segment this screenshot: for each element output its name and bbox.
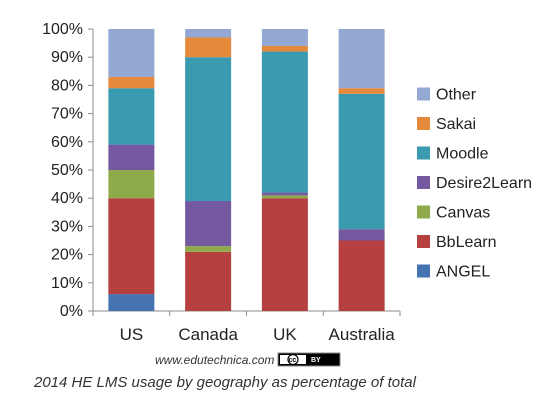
legend-label-sakai: Sakai xyxy=(436,116,476,133)
bar-segment-angel xyxy=(108,294,155,311)
legend-label-angel: ANGEL xyxy=(436,264,490,281)
bar-segment-sakai xyxy=(108,76,155,89)
bar-segment-canvas xyxy=(108,170,155,199)
bar-segment-moodle xyxy=(261,51,308,193)
bar-segment-moodle xyxy=(185,57,232,202)
y-tick-label: 60% xyxy=(51,134,83,151)
license-badge-symbol: cc xyxy=(289,357,297,364)
bar-segment-other xyxy=(185,29,232,38)
legend-swatch-bblearn xyxy=(417,235,430,248)
bar-segment-desire2learn xyxy=(261,192,308,196)
bar-segment-canvas xyxy=(261,195,308,199)
bar-segment-sakai xyxy=(338,88,385,94)
stacked-bar-chart: 0% 10% 20% 30% 40% 50% 60% 70% 80% 90% 100% US Canad… xyxy=(42,21,532,367)
bar-segment-canvas xyxy=(185,246,232,252)
y-tick-label: 50% xyxy=(51,162,83,179)
legend-swatch-sakai xyxy=(417,117,430,130)
legend-label-desire2learn: Desire2Learn xyxy=(436,175,532,192)
y-tick-label: 70% xyxy=(51,106,83,123)
bar-segment-other xyxy=(338,29,385,89)
legend-swatch-angel xyxy=(417,264,430,278)
x-category-label: Canada xyxy=(178,325,238,344)
license-badge: cc BY xyxy=(277,352,341,367)
figure-caption: 2014 HE LMS usage by geography as percen… xyxy=(34,374,416,391)
bar-segment-other xyxy=(261,29,308,46)
y-tick-label: 90% xyxy=(51,49,83,66)
bar-segment-other xyxy=(108,29,155,77)
bar-segment-sakai xyxy=(261,45,308,52)
y-tick-label: 80% xyxy=(51,77,83,94)
legend-label-canvas: Canvas xyxy=(436,205,490,222)
x-category-label: Australia xyxy=(329,325,396,344)
y-tick-label: 100% xyxy=(42,21,83,38)
bar-segment-bblearn xyxy=(185,251,232,311)
bar-segment-bblearn xyxy=(261,198,308,311)
legend-label-bblearn: BbLearn xyxy=(436,234,497,251)
legend-swatch-canvas xyxy=(417,205,430,219)
x-category-label: UK xyxy=(273,325,297,344)
y-tick-label: 0% xyxy=(60,303,83,320)
bar-segment-moodle xyxy=(338,93,385,230)
license-badge-text: BY xyxy=(311,357,321,364)
bar-segment-bblearn xyxy=(108,198,155,295)
bar-segment-moodle xyxy=(108,88,155,145)
y-tick-label: 40% xyxy=(51,190,83,207)
legend: Other Sakai Moodle Desire2Learn Canvas BbLear… xyxy=(417,87,532,281)
bar-segment-desire2learn xyxy=(108,144,155,170)
legend-label-other: Other xyxy=(436,87,477,104)
bars-layer xyxy=(108,29,385,311)
credit-site: www.edutechnica.com xyxy=(155,353,274,367)
y-tick-label: 20% xyxy=(51,247,83,264)
axis-layer: 0% 10% 20% 30% 40% 50% 60% 70% 80% 90% 100% US Canad… xyxy=(42,21,401,344)
credit: www.edutechnica.com cc BY xyxy=(155,352,341,367)
legend-swatch-other xyxy=(417,87,430,101)
legend-swatch-moodle xyxy=(417,146,430,160)
legend-swatch-desire2learn xyxy=(417,176,430,189)
x-category-label: US xyxy=(120,325,144,344)
legend-label-moodle: Moodle xyxy=(436,146,489,163)
bar-segment-desire2learn xyxy=(338,229,385,241)
y-tick-label: 30% xyxy=(51,218,83,235)
bar-segment-bblearn xyxy=(338,240,385,311)
bar-segment-desire2learn xyxy=(185,201,232,247)
y-tick-label: 10% xyxy=(51,275,83,292)
bar-segment-sakai xyxy=(185,37,232,58)
